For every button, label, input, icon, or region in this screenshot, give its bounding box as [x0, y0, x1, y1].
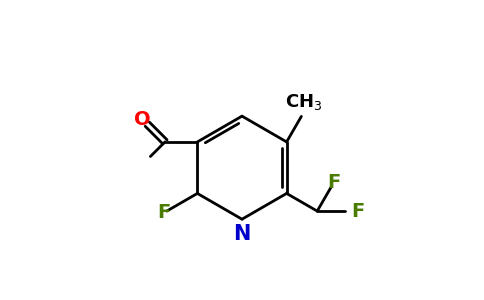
Text: F: F	[327, 173, 340, 192]
Text: CH$_3$: CH$_3$	[285, 92, 323, 112]
Text: O: O	[135, 110, 151, 129]
Text: F: F	[157, 203, 170, 222]
Text: F: F	[352, 202, 365, 220]
Text: N: N	[233, 224, 251, 244]
